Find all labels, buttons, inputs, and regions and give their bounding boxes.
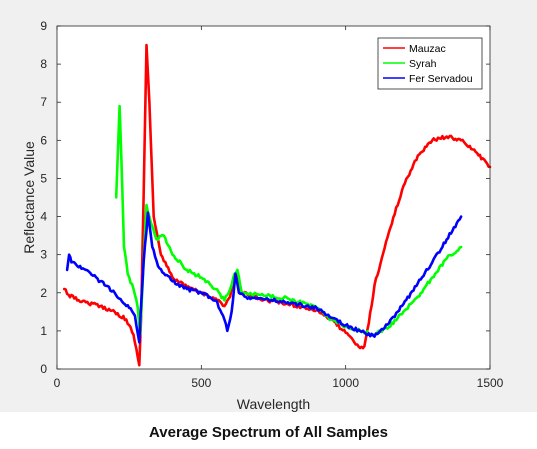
line-chart: 0 1 2 3 4 5 6 7 8 9 0 500 1000 1500 Mauzac Syrah Fer Se… xyxy=(21,19,504,412)
x-tick-label: 1000 xyxy=(332,376,359,390)
series-line-fer-servadou xyxy=(65,211,463,344)
y-axis-label: Reflectance Value xyxy=(21,141,37,254)
legend-label: Fer Servadou xyxy=(409,73,473,85)
legend-label: Syrah xyxy=(409,58,437,70)
x-tick-label: 1500 xyxy=(477,376,504,390)
y-tick-label: 8 xyxy=(40,57,47,71)
y-tick-label: 7 xyxy=(40,95,47,109)
y-tick-label: 0 xyxy=(40,362,47,376)
figure-caption: Average Spectrum of All Samples xyxy=(149,424,388,441)
y-tick-label: 2 xyxy=(40,286,47,300)
legend: Mauzac Syrah Fer Servadou xyxy=(377,37,483,90)
x-axis-label: Wavelength xyxy=(237,396,310,412)
plot-frame xyxy=(56,25,491,370)
y-tick-label: 3 xyxy=(40,248,47,262)
figure-background: 0 1 2 3 4 5 6 7 8 9 0 500 1000 1500 Mauzac Syrah Fer Se… xyxy=(0,0,537,412)
series-layer xyxy=(62,43,492,367)
series-line-syrah xyxy=(114,104,463,337)
ticks-layer: 0 1 2 3 4 5 6 7 8 9 0 500 1000 1500 xyxy=(40,19,503,390)
y-tick-label: 5 xyxy=(40,171,47,185)
x-tick-label: 500 xyxy=(191,376,211,390)
x-tick-label: 0 xyxy=(54,376,61,390)
y-tick-label: 9 xyxy=(40,19,47,33)
legend-label: Mauzac xyxy=(409,43,446,55)
y-tick-label: 6 xyxy=(40,133,47,147)
y-tick-label: 4 xyxy=(40,210,47,224)
y-tick-label: 1 xyxy=(40,324,47,338)
